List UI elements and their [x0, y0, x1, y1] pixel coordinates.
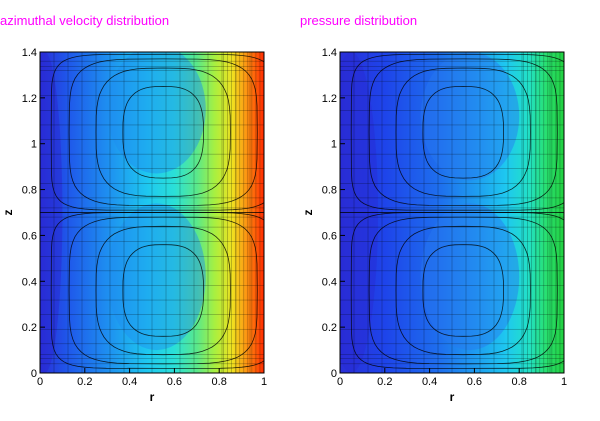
x-axis-label: r	[450, 390, 455, 404]
streamline	[122, 85, 204, 179]
streamline	[95, 67, 231, 197]
streamlines	[340, 53, 564, 369]
chart-title: azimuthal velocity distribution	[0, 13, 170, 28]
x-tick-label: 1	[261, 376, 267, 388]
plot-frame	[339, 51, 565, 374]
field-shade	[420, 203, 520, 351]
y-tick-label: 0.8	[322, 185, 337, 197]
streamline	[50, 53, 264, 211]
x-tick-label: 0.4	[122, 376, 137, 388]
x-tick-label: 1	[561, 376, 567, 388]
velocity-chart-panel: azimuthal velocity distribution 0 0.2 0.4 0…	[0, 13, 267, 404]
plot-frame	[39, 51, 265, 374]
field-shade	[107, 52, 206, 174]
x-tick-label: 0.6	[167, 376, 182, 388]
y-tick-label: 0	[331, 368, 337, 380]
streamline	[395, 67, 531, 197]
y-axis-label: z	[301, 210, 315, 216]
y-tick-label: 0.4	[22, 276, 37, 288]
x-tick-label: 0.6	[467, 376, 482, 388]
y-tick-label: 1.4	[322, 47, 337, 59]
y-tick-label: 1.2	[22, 93, 37, 105]
x-tick-label: 0.2	[77, 376, 92, 388]
streamline	[350, 212, 564, 369]
pressure-chart: 0 0.2 0.4 0.6 0.8 1 0 0.2 0.4 0.6 0.8 1 1.2 1.4 r z	[301, 47, 567, 404]
y-tick-label: 0.6	[22, 230, 37, 242]
plot-area	[40, 52, 264, 373]
field-shade	[420, 52, 520, 181]
streamline	[422, 85, 504, 179]
x-tick-label: 0.8	[212, 376, 227, 388]
streamline	[368, 58, 558, 207]
field-shade	[107, 203, 206, 351]
x-tick-label: 0	[337, 376, 343, 388]
y-axis-label: z	[1, 210, 15, 216]
plot-area	[340, 52, 564, 373]
x-tick-label: 0	[37, 376, 43, 388]
y-tick-label: 0	[31, 368, 37, 380]
streamline	[122, 244, 204, 337]
velocity-chart: 0 0.2 0.4 0.6 0.8 1 0 0.2 0.4 0.6 0.8 1 1.2 1.4 r z	[1, 47, 267, 404]
x-tick-label: 0.4	[422, 376, 437, 388]
streamline	[395, 225, 531, 356]
y-tick-label: 0.6	[322, 230, 337, 242]
streamline	[95, 225, 231, 356]
y-tick-label: 0.2	[322, 322, 337, 334]
pressure-chart-panel: pressure distribution 0 0.2 0.4 0.6 0.8 1 0 0.2…	[300, 0, 600, 421]
streamlines	[40, 53, 264, 369]
y-tick-label: 1.2	[322, 93, 337, 105]
x-axis-label: r	[150, 390, 155, 404]
y-tick-label: 1	[31, 139, 37, 151]
y-tick-label: 1.4	[22, 47, 37, 59]
y-tick-label: 0.4	[322, 276, 337, 288]
streamline	[68, 58, 258, 207]
chart-title: pressure distribution	[300, 13, 418, 28]
streamline	[368, 216, 558, 365]
streamline	[68, 216, 258, 365]
x-tick-label: 0.8	[512, 376, 527, 388]
x-tick-label: 0.2	[377, 376, 392, 388]
y-tick-label: 0.2	[22, 322, 37, 334]
y-tick-label: 0.8	[22, 185, 37, 197]
streamline	[422, 244, 504, 337]
streamline	[50, 212, 264, 369]
streamline	[350, 53, 564, 211]
y-tick-label: 1	[331, 139, 337, 151]
